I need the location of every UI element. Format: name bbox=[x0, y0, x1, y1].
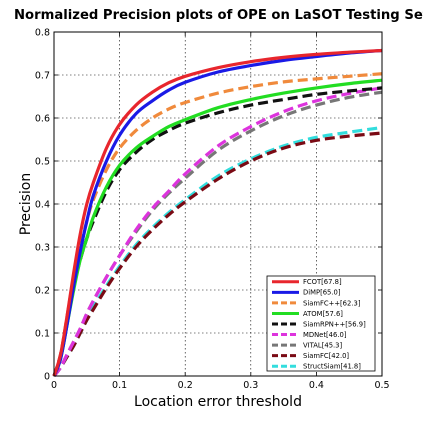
x-tick-label: 0.2 bbox=[178, 380, 193, 391]
y-tick-label: 0 bbox=[44, 372, 50, 383]
legend-label: MDNet[46.0] bbox=[303, 331, 347, 339]
y-tick-label: 0.8 bbox=[35, 28, 50, 39]
y-tick-label: 0.4 bbox=[35, 200, 50, 211]
series-line bbox=[52, 86, 383, 377]
y-tick-label: 0.7 bbox=[35, 71, 50, 82]
series-line bbox=[52, 48, 383, 377]
x-tick-label: 0.5 bbox=[374, 380, 389, 391]
x-tick-label: 0.3 bbox=[243, 380, 258, 391]
y-tick-label: 0.5 bbox=[35, 157, 50, 168]
x-axis-label: Location error threshold bbox=[134, 394, 302, 410]
series-line bbox=[52, 131, 383, 377]
x-tick-label: 0.1 bbox=[112, 380, 127, 391]
chart-title: Normalized Precision plots of OPE on LaS… bbox=[14, 8, 423, 23]
legend-label: FCOT[67.8] bbox=[303, 278, 342, 286]
series-group bbox=[52, 48, 383, 377]
x-tick-label: 0.4 bbox=[309, 380, 324, 391]
legend-label: StructSiam[41.8] bbox=[303, 363, 361, 371]
legend-label: DiMP[65.0] bbox=[303, 289, 341, 297]
legend-label: SiamRPN++[56.9] bbox=[303, 320, 366, 328]
legend: FCOT[67.8] DiMP[65.0] SiamFC++[62.3] ATOM[5… bbox=[266, 275, 376, 372]
series-line bbox=[52, 48, 383, 377]
x-tick-label: 0 bbox=[51, 380, 57, 391]
series-line bbox=[52, 72, 383, 377]
ticks: 0 0.1 0.2 0.3 0.4 0.5 0 0.1 0.2 0.3 0.4 0.5 0.6 0.7 0.… bbox=[35, 28, 390, 392]
y-tick-label: 0.3 bbox=[35, 243, 50, 254]
plot-frame bbox=[53, 31, 383, 377]
legend-label: SiamFC[42.0] bbox=[303, 352, 349, 360]
y-tick-label: 0.2 bbox=[35, 286, 50, 297]
y-tick-label: 0.1 bbox=[35, 329, 50, 340]
y-axis-label: Precision bbox=[18, 173, 34, 235]
legend-label: SiamFC++[62.3] bbox=[303, 299, 361, 307]
y-tick-label: 0.6 bbox=[35, 114, 50, 125]
legend-label: ATOM[57.6] bbox=[303, 310, 343, 318]
legend-label: VITAL[45.3] bbox=[303, 342, 342, 350]
